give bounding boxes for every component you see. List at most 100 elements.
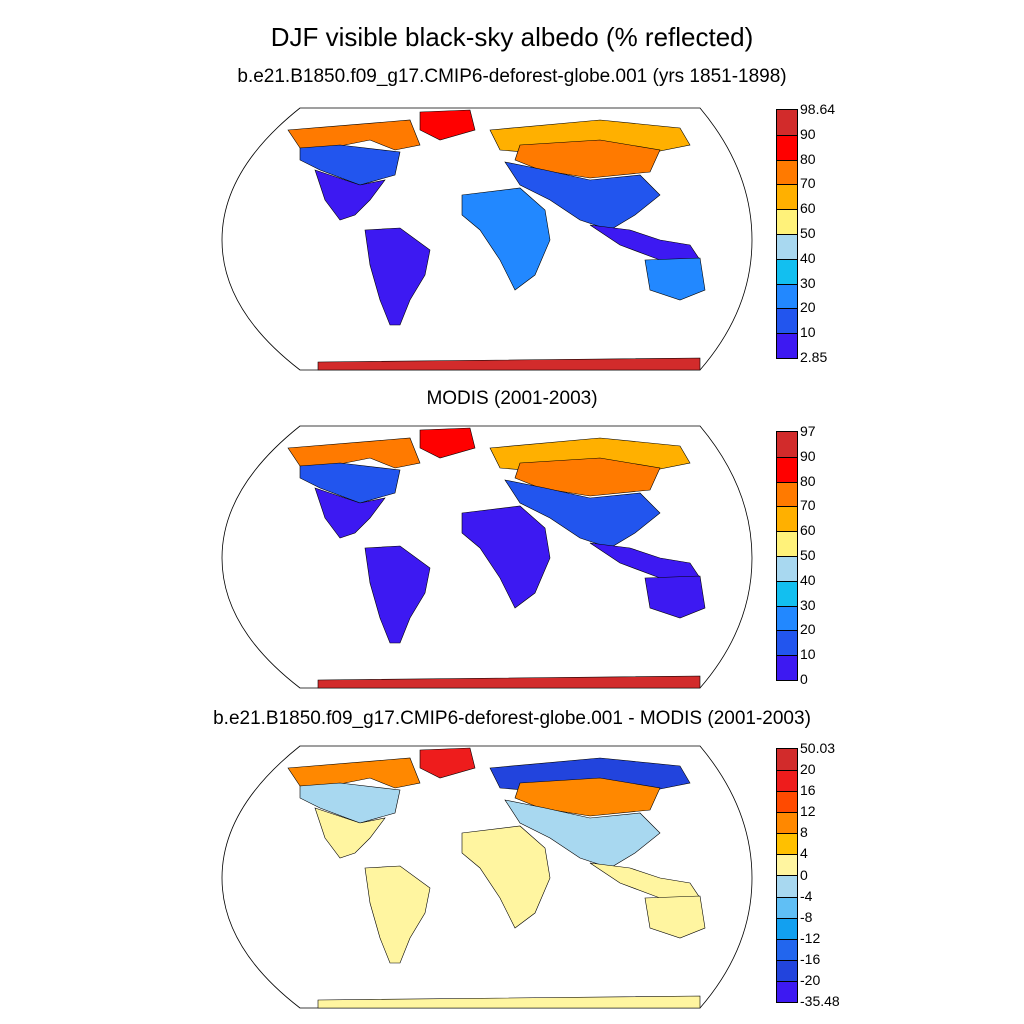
continent-shape bbox=[419, 109, 476, 141]
continent-shape bbox=[589, 542, 701, 579]
continent-shape bbox=[504, 161, 661, 231]
colorbar-swatch bbox=[777, 959, 797, 981]
colorbar-swatch bbox=[777, 110, 797, 135]
panel-1-map bbox=[221, 107, 753, 371]
continent-shape bbox=[314, 487, 386, 539]
colorbar-tick-label: 97 bbox=[800, 423, 816, 439]
colorbar-swatch bbox=[777, 854, 797, 876]
continent-shape bbox=[299, 782, 401, 824]
colorbar-swatch bbox=[777, 432, 797, 457]
continent-shape bbox=[504, 479, 661, 549]
panel-1-title: b.e21.B1850.f09_g17.CMIP6-deforest-globe… bbox=[237, 66, 787, 87]
colorbar-swatch bbox=[777, 980, 797, 1002]
colorbar-tick-label: 40 bbox=[800, 571, 816, 588]
colorbar-tick-label: 98.64 bbox=[800, 101, 836, 117]
colorbar-tick-label: 12 bbox=[800, 803, 816, 820]
colorbar-swatch bbox=[777, 555, 797, 581]
continent-shape bbox=[589, 224, 701, 261]
colorbar-swatch bbox=[777, 655, 797, 680]
colorbar-tick-label: 4 bbox=[800, 845, 808, 862]
colorbar-tick-label: -35.48 bbox=[800, 993, 840, 1009]
colorbar-tick-label: -4 bbox=[800, 887, 813, 904]
colorbar-swatch bbox=[777, 917, 797, 939]
colorbar-tick-label: 50.03 bbox=[800, 740, 836, 756]
continent-shape bbox=[589, 862, 701, 899]
colorbar-tick-label: -16 bbox=[800, 950, 821, 967]
continent-shape bbox=[299, 462, 401, 504]
continent-shape bbox=[504, 799, 661, 869]
colorbar-swatch bbox=[777, 812, 797, 834]
panel-1-colorbar bbox=[776, 109, 798, 359]
continent-shape bbox=[644, 575, 706, 619]
panel-2-map bbox=[221, 425, 753, 689]
colorbar-swatch bbox=[777, 308, 797, 334]
colorbar-swatch bbox=[777, 233, 797, 259]
colorbar-tick-label: 8 bbox=[800, 824, 808, 841]
colorbar-tick-label: 10 bbox=[800, 646, 816, 663]
panel-3-map bbox=[221, 745, 753, 1009]
continent-shape bbox=[364, 545, 431, 644]
continent-shape bbox=[514, 777, 661, 817]
colorbar-swatch bbox=[777, 159, 797, 185]
continent-shape bbox=[314, 169, 386, 221]
colorbar-swatch bbox=[777, 833, 797, 855]
colorbar-swatch bbox=[777, 749, 797, 771]
colorbar-tick-label: 30 bbox=[800, 596, 816, 613]
continent-shape bbox=[314, 807, 386, 859]
colorbar-tick-label: 0 bbox=[800, 671, 808, 687]
colorbar-tick-label: 0 bbox=[800, 866, 808, 883]
colorbar-tick-label: 20 bbox=[800, 621, 816, 638]
colorbar-tick-label: 20 bbox=[800, 299, 816, 316]
continent-shape bbox=[644, 895, 706, 939]
colorbar-swatch bbox=[777, 333, 797, 358]
continent-shape bbox=[364, 865, 431, 964]
panel-3-title: b.e21.B1850.f09_g17.CMIP6-deforest-globe… bbox=[213, 708, 811, 729]
continent-shape bbox=[419, 747, 476, 779]
colorbar-tick-label: 70 bbox=[800, 175, 816, 192]
continent-shape bbox=[317, 995, 701, 1009]
colorbar-tick-label: -20 bbox=[800, 971, 821, 988]
colorbar-swatch bbox=[777, 605, 797, 631]
figure-title: DJF visible black-sky albedo (% reflecte… bbox=[270, 22, 754, 52]
colorbar-swatch bbox=[777, 134, 797, 160]
continent-shape bbox=[514, 139, 661, 179]
colorbar-swatch bbox=[777, 531, 797, 556]
colorbar-tick-label: -8 bbox=[800, 908, 813, 925]
colorbar-swatch bbox=[777, 580, 797, 606]
colorbar-swatch bbox=[777, 283, 797, 309]
colorbar-swatch bbox=[777, 791, 797, 813]
colorbar-swatch bbox=[777, 456, 797, 482]
panel-3-colorbar bbox=[776, 748, 798, 1003]
continent-shape bbox=[461, 825, 551, 929]
colorbar-tick-label: 16 bbox=[800, 782, 816, 799]
continent-shape bbox=[514, 457, 661, 497]
colorbar-swatch bbox=[777, 938, 797, 960]
colorbar-tick-label: 50 bbox=[800, 547, 816, 563]
colorbar-swatch bbox=[777, 258, 797, 284]
colorbar-tick-label: 90 bbox=[800, 125, 816, 142]
colorbar-tick-label: -12 bbox=[800, 929, 821, 946]
colorbar-swatch bbox=[777, 896, 797, 918]
continent-shape bbox=[364, 227, 431, 326]
colorbar-tick-label: 50 bbox=[800, 225, 816, 241]
colorbar-tick-label: 80 bbox=[800, 150, 816, 167]
continent-shape bbox=[419, 427, 476, 459]
colorbar-swatch bbox=[777, 184, 797, 210]
colorbar-tick-label: 2.85 bbox=[800, 349, 828, 365]
colorbar-tick-label: 30 bbox=[800, 274, 816, 291]
colorbar-tick-label: 80 bbox=[800, 472, 816, 489]
colorbar-tick-label: 70 bbox=[800, 497, 816, 514]
continent-shape bbox=[317, 357, 701, 371]
colorbar-tick-label: 10 bbox=[800, 324, 816, 341]
colorbar-tick-label: 40 bbox=[800, 249, 816, 266]
colorbar-tick-label: 60 bbox=[800, 200, 816, 217]
colorbar-swatch bbox=[777, 506, 797, 532]
colorbar-tick-label: 60 bbox=[800, 522, 816, 539]
colorbar-tick-label: 20 bbox=[800, 761, 816, 778]
colorbar-swatch bbox=[777, 481, 797, 507]
colorbar-swatch bbox=[777, 209, 797, 234]
panel-2-title: MODIS (2001-2003) bbox=[426, 388, 598, 409]
continent-shape bbox=[644, 257, 706, 301]
continent-shape bbox=[299, 144, 401, 186]
colorbar-swatch bbox=[777, 770, 797, 792]
